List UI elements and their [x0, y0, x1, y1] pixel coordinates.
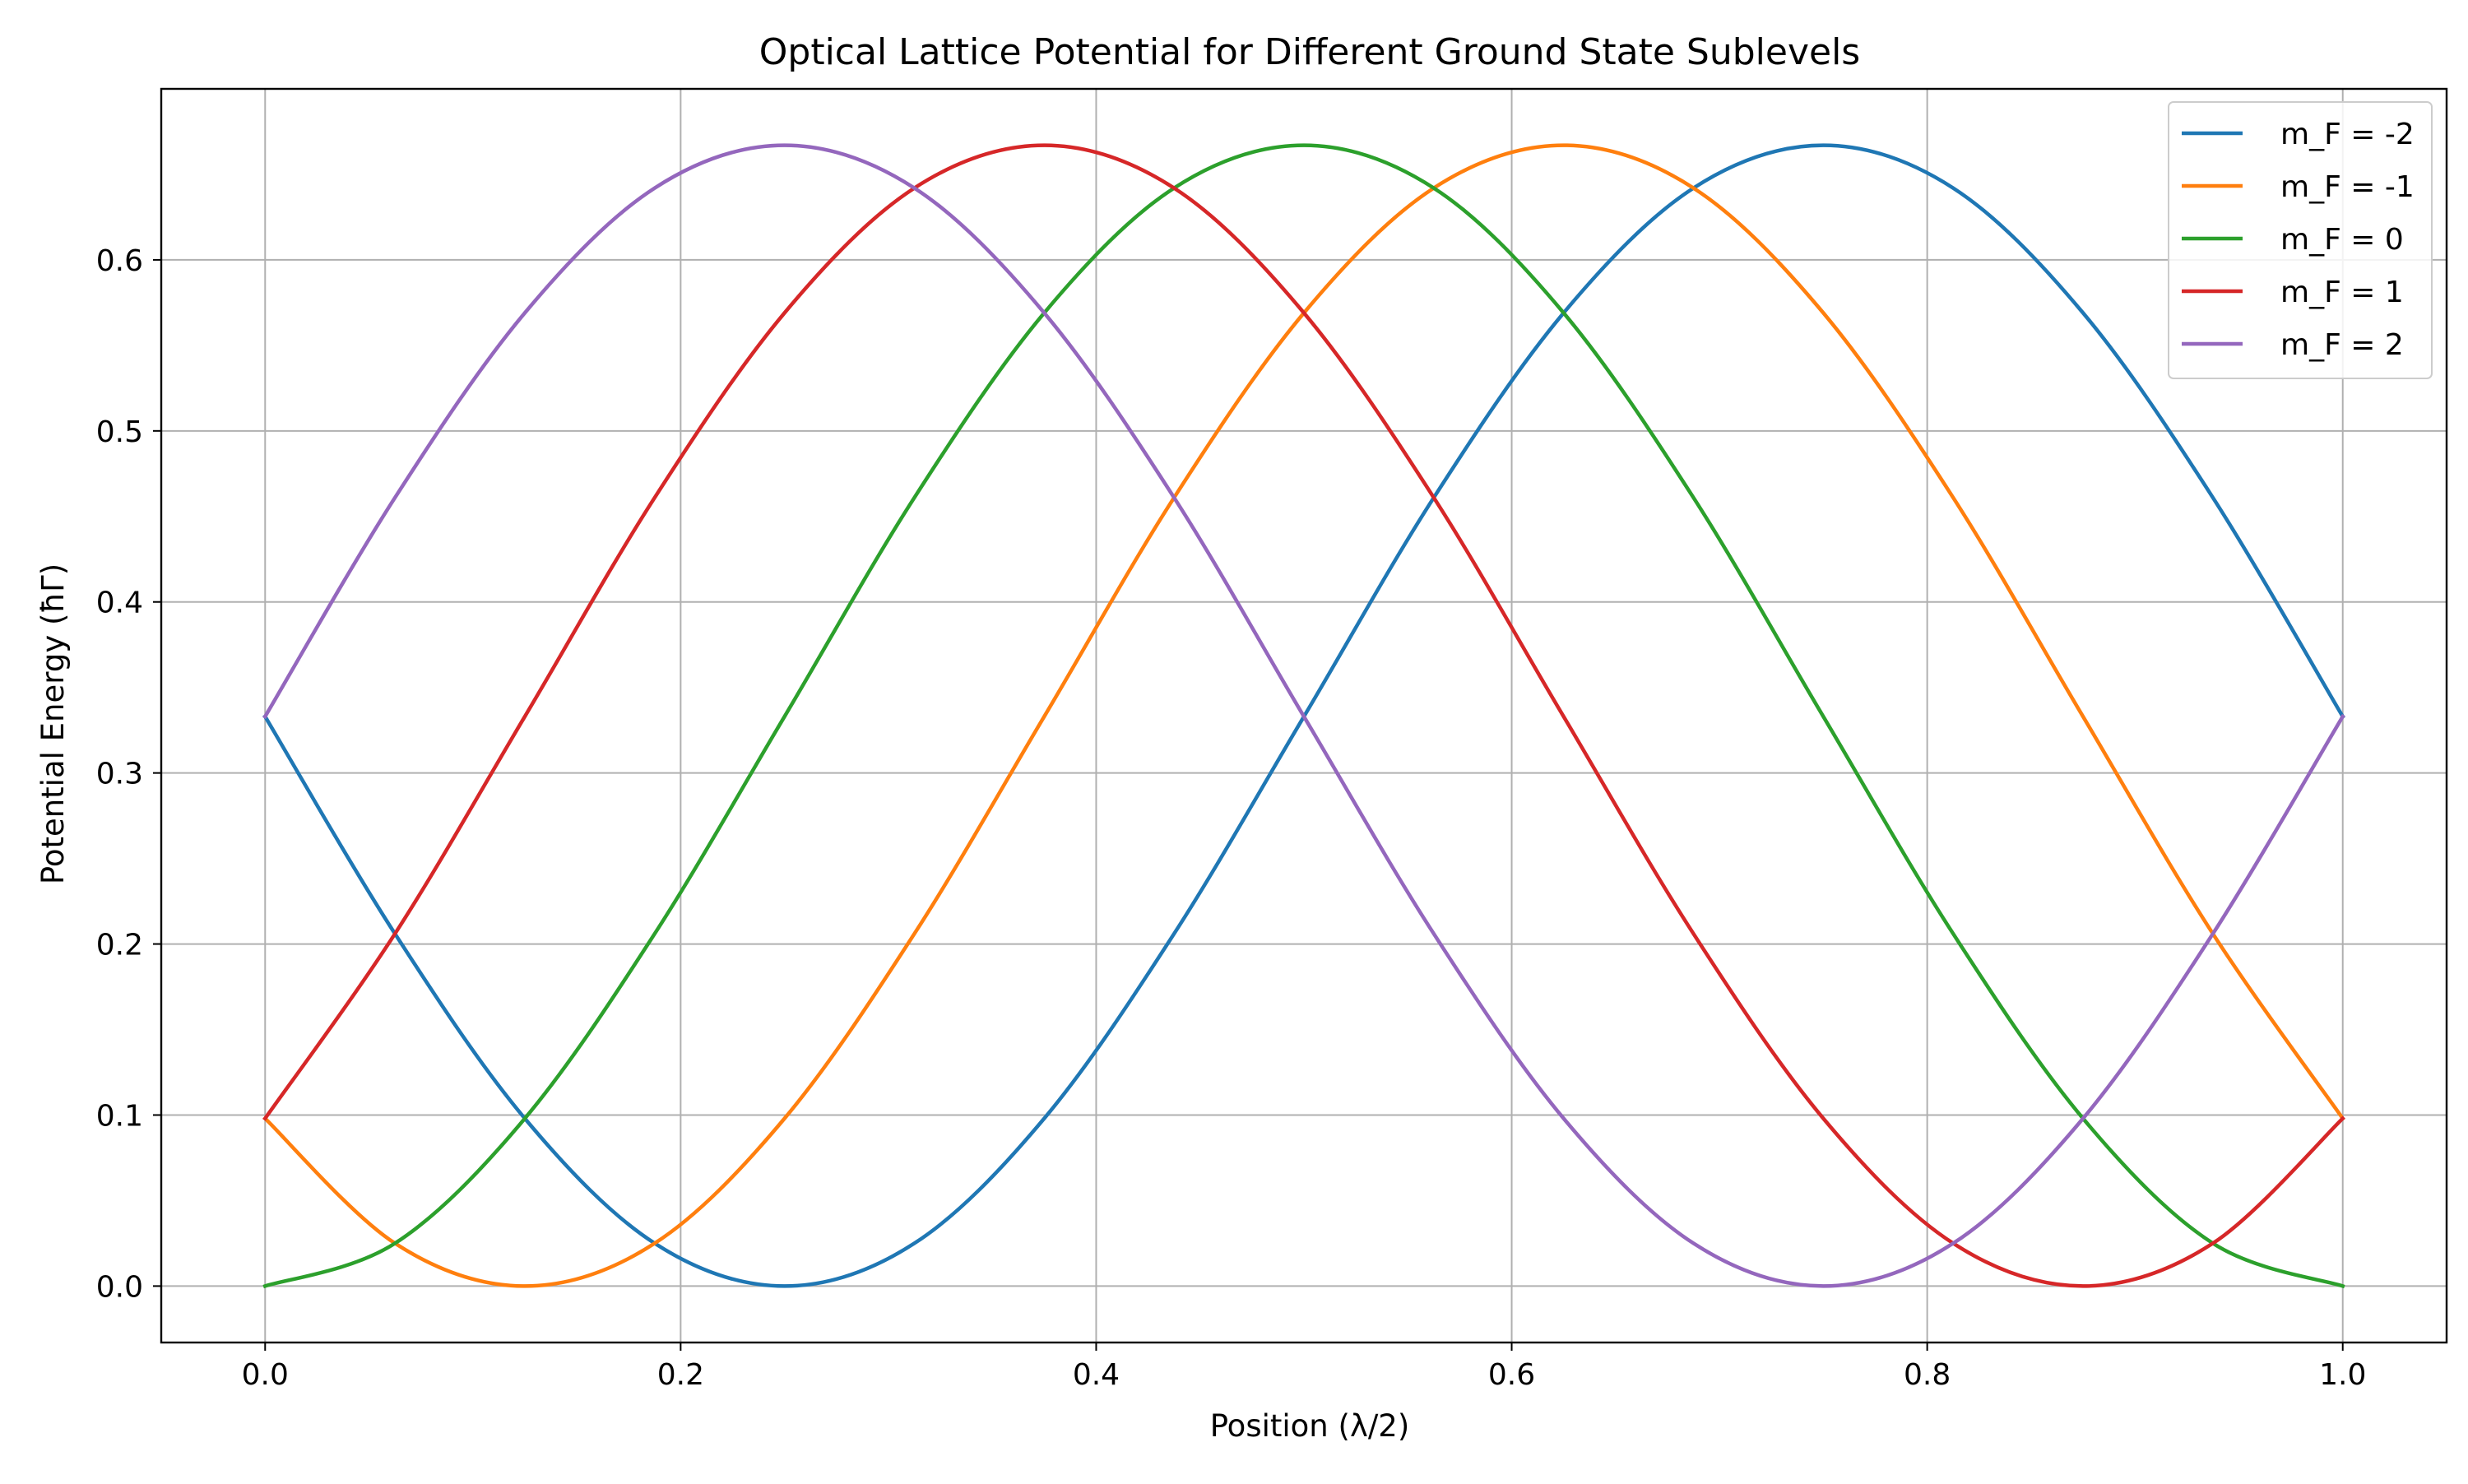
legend-entry-label: m_F = -2 — [2280, 118, 2415, 151]
legend-box — [2168, 101, 2433, 379]
y-tick-label: 0.6 — [96, 244, 143, 278]
y-tick-label: 0.0 — [96, 1270, 143, 1304]
legend: m_F = -2 m_F = -1 m_F = 0 m_F = 1 m_F = 2 — [2168, 101, 2433, 379]
x-tick-label: 0.8 — [1904, 1358, 1951, 1392]
x-tick-label: 0.0 — [242, 1358, 289, 1392]
legend-entry-label: m_F = 0 — [2280, 223, 2404, 257]
y-tick-label: 0.1 — [96, 1099, 143, 1133]
x-tick-label: 1.0 — [2319, 1358, 2366, 1392]
legend-entry-label: m_F = 2 — [2280, 328, 2404, 362]
x-axis-label: Position (λ/2) — [1210, 1408, 1410, 1444]
axis-ticks: 0.0 0.2 0.4 0.6 0.8 1.0 0.0 0.1 0.2 0.3 0.4 0.5 0.6 — [96, 244, 2367, 1392]
legend-entry-label: m_F = -1 — [2280, 170, 2415, 204]
x-tick-label: 0.2 — [657, 1358, 704, 1392]
x-tick-label: 0.4 — [1073, 1358, 1120, 1392]
chart-title: Optical Lattice Potential for Different … — [759, 31, 1860, 73]
x-tick-label: 0.6 — [1488, 1358, 1535, 1392]
series-line-3 — [262, 143, 2345, 1289]
series-line-5 — [262, 143, 2345, 1288]
y-axis-label: Potential Energy (ħΓ) — [35, 563, 71, 884]
plot-area-frame — [160, 87, 2448, 1344]
y-tick-label: 0.4 — [96, 587, 143, 620]
y-tick-label: 0.5 — [96, 415, 143, 449]
series-lines — [262, 143, 2345, 1289]
y-tick-label: 0.2 — [96, 929, 143, 962]
y-tick-label: 0.3 — [96, 758, 143, 791]
legend-entry-label: m_F = 1 — [2280, 276, 2404, 309]
